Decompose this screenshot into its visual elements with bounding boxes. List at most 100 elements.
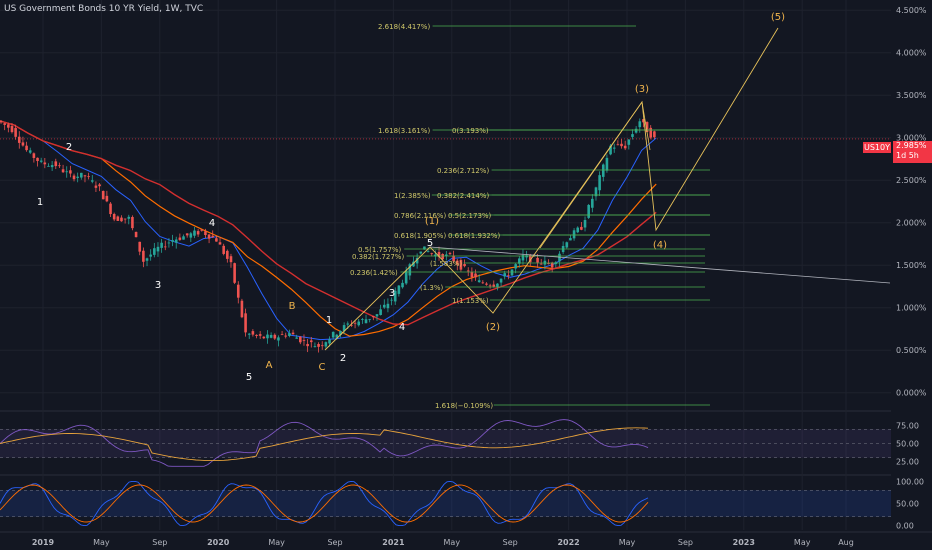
chart-title: US Government Bonds 10 YR Yield, 1W, TVC	[4, 4, 204, 14]
candle-body	[474, 273, 477, 278]
x-tick-label: 2023	[733, 538, 755, 547]
current-price-label: 2.985%	[896, 141, 927, 150]
candle-body	[609, 145, 612, 155]
candle-body	[496, 283, 499, 287]
wave-label-minor: 2	[340, 353, 346, 364]
candle-body	[145, 258, 149, 261]
candle-body	[87, 176, 90, 178]
fib-level-label: 2.618(4.417%)	[378, 23, 430, 31]
rsi-tick-label: 25.00	[896, 457, 919, 466]
candle-body	[379, 309, 382, 315]
price-badge: 2.985% 1d 5h	[893, 141, 932, 163]
candle-body	[503, 273, 507, 277]
candle-body	[258, 334, 262, 336]
candle-body	[612, 147, 616, 149]
candle-body	[328, 339, 331, 344]
candle-body	[32, 153, 36, 158]
candle-body	[200, 229, 204, 231]
x-tick-label: May	[268, 538, 285, 547]
candle-body	[397, 285, 401, 294]
stoch-tick-label: 0.00	[896, 522, 914, 531]
candle-body	[222, 245, 225, 254]
candle-body	[364, 319, 368, 324]
candle-body	[331, 331, 335, 338]
candle-body	[43, 162, 47, 165]
candle-body	[196, 231, 200, 235]
candle-body	[50, 165, 54, 168]
candle-body	[182, 236, 185, 240]
candle-body	[569, 238, 572, 241]
x-tick-label: 2021	[382, 538, 405, 547]
candle-body	[174, 239, 178, 243]
candle-body	[193, 230, 196, 236]
candle-body	[437, 251, 441, 257]
candle-body	[72, 175, 76, 180]
candle-body	[317, 344, 320, 347]
candle-body	[21, 142, 25, 146]
candle-body	[423, 246, 426, 250]
candle-body	[218, 242, 222, 245]
wave-label-minor: 1	[37, 197, 43, 208]
y-tick-label: 2.500%	[896, 176, 927, 185]
candle-body	[426, 251, 430, 252]
candle-body	[653, 131, 656, 138]
candle-body	[623, 145, 627, 149]
candle-body	[547, 263, 550, 265]
candle-body	[430, 253, 434, 255]
y-tick-label: 3.000%	[896, 134, 927, 143]
candle-body	[47, 165, 50, 167]
stoch-k-line	[0, 480, 649, 527]
candle-body	[401, 282, 404, 288]
candle-body	[167, 242, 171, 244]
candle-body	[112, 213, 116, 220]
candle-body	[386, 303, 390, 309]
y-tick-label: 0.500%	[896, 346, 927, 355]
candle-body	[375, 314, 379, 317]
candle-body	[65, 171, 69, 173]
fib-level-label: 0.5(2.173%)	[448, 212, 492, 220]
candle-body	[36, 157, 39, 162]
candle-body	[634, 128, 638, 133]
candle-body	[309, 340, 313, 343]
candle-body	[277, 337, 280, 341]
candle-body	[207, 234, 211, 239]
candle-body	[123, 218, 127, 220]
candle-body	[605, 157, 609, 171]
candle-body	[492, 284, 496, 287]
candle-body	[116, 216, 120, 221]
candle-body	[415, 257, 419, 264]
wave-label-primary: (2)	[486, 322, 500, 333]
candle-body	[372, 315, 375, 318]
candle-body	[616, 144, 620, 146]
fib-level-label: 0.382(1.727%)	[352, 253, 404, 261]
candle-body	[601, 164, 605, 177]
candle-body	[233, 263, 236, 283]
stoch-d-line	[0, 484, 649, 523]
candle-body	[69, 170, 72, 174]
candle-body	[481, 282, 485, 284]
candle-body	[295, 337, 298, 339]
rsi-ma-line	[0, 427, 649, 462]
x-tick-label: May	[794, 538, 811, 547]
candle-body	[288, 333, 291, 337]
ma-mid-line	[0, 120, 657, 337]
wave-label-minor: 5	[246, 372, 252, 383]
wave-label-minor: 5	[427, 238, 433, 249]
wave-label-minor: 4	[399, 322, 405, 333]
candle-body	[80, 172, 83, 178]
candle-body	[455, 260, 459, 265]
candle-body	[153, 248, 156, 255]
candle-body	[247, 333, 251, 335]
fib-level-label: 1.618(3.161%)	[378, 127, 430, 135]
ma-fast-line	[0, 120, 657, 341]
candle-body	[39, 160, 43, 162]
candle-body	[583, 220, 587, 228]
candle-body	[127, 216, 131, 219]
candle-body	[269, 334, 273, 338]
fib-level-label: 0.382(2.414%)	[437, 192, 489, 200]
candle-body	[244, 313, 247, 333]
candle-body	[299, 336, 302, 343]
y-tick-label: 1.500%	[896, 261, 927, 270]
